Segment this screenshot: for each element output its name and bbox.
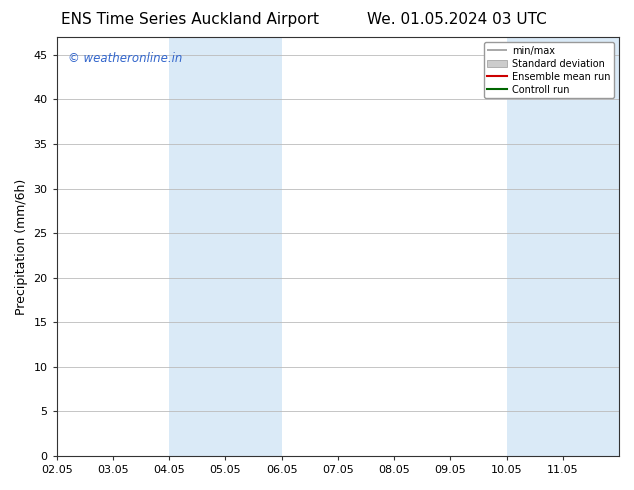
Legend: min/max, Standard deviation, Ensemble mean run, Controll run: min/max, Standard deviation, Ensemble me… <box>484 42 614 98</box>
Bar <box>169 37 281 456</box>
Text: ENS Time Series Auckland Airport: ENS Time Series Auckland Airport <box>61 12 319 27</box>
Y-axis label: Precipitation (mm/6h): Precipitation (mm/6h) <box>15 178 28 315</box>
Text: We. 01.05.2024 03 UTC: We. 01.05.2024 03 UTC <box>366 12 547 27</box>
Text: © weatheronline.in: © weatheronline.in <box>68 52 183 65</box>
Bar <box>507 37 619 456</box>
